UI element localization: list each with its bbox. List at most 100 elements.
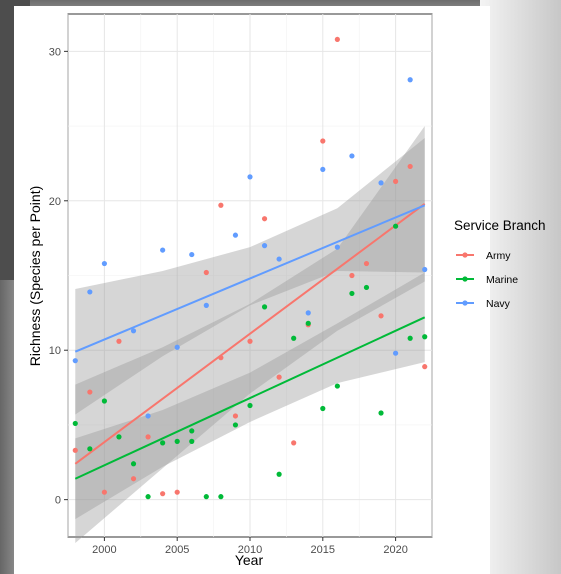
data-point-marine: [189, 428, 195, 434]
data-point-marine: [218, 494, 224, 500]
data-point-army: [116, 338, 122, 344]
data-point-army: [349, 272, 355, 279]
data-point-navy: [130, 328, 137, 334]
data-point-army: [334, 36, 340, 43]
data-point-army: [174, 489, 180, 495]
data-point-navy: [393, 350, 399, 356]
data-point-army: [145, 434, 151, 440]
data-point-army: [363, 260, 370, 267]
data-point-marine: [291, 335, 297, 341]
data-point-marine: [378, 410, 384, 416]
background-right: [480, 0, 561, 574]
y-tick-label: 10: [49, 345, 61, 357]
data-point-army: [218, 355, 224, 361]
trend-line-army: [74, 202, 426, 465]
data-point-marine: [393, 223, 399, 229]
data-point-army: [72, 447, 78, 453]
data-point-navy: [145, 413, 151, 419]
data-point-marine: [189, 438, 195, 444]
data-point-navy: [247, 174, 253, 180]
x-tick-label: 2005: [165, 544, 189, 556]
data-point-army: [87, 389, 93, 395]
data-point-marine: [87, 446, 93, 452]
data-point-marine: [72, 420, 78, 427]
data-point-army: [247, 338, 253, 344]
data-points: [72, 36, 428, 500]
x-tick-label: 2000: [92, 544, 116, 556]
data-point-army: [276, 374, 282, 380]
data-point-navy: [72, 358, 78, 364]
data-point-marine: [116, 434, 122, 440]
data-point-army: [203, 269, 209, 276]
data-point-navy: [422, 266, 428, 273]
data-point-army: [291, 440, 297, 446]
data-point-army: [422, 364, 428, 370]
legend-key-point-army: [462, 252, 468, 258]
legend-label-navy: Navy: [486, 298, 511, 310]
data-point-marine: [247, 402, 253, 409]
data-point-army: [232, 413, 239, 419]
data-point-army: [320, 138, 326, 144]
data-point-marine: [334, 383, 340, 389]
data-point-navy: [334, 244, 340, 250]
confidence-ribbon-navy: [75, 138, 425, 415]
data-point-army: [261, 216, 268, 222]
data-point-navy: [320, 166, 326, 173]
x-tick-label: 2015: [311, 544, 335, 556]
data-point-marine: [349, 290, 355, 297]
data-point-navy: [305, 310, 311, 316]
legend-key-point-marine: [462, 276, 468, 282]
y-axis-title: Richness (Species per Point): [27, 186, 43, 367]
legend-key-point-navy: [462, 300, 468, 306]
legend: Service Branch Army Marine Navy: [454, 218, 546, 310]
data-point-army: [160, 491, 166, 497]
legend-label-army: Army: [486, 250, 511, 262]
y-tick-label: 30: [49, 46, 61, 58]
data-point-navy: [378, 180, 384, 186]
data-point-army: [218, 202, 224, 208]
data-point-navy: [174, 344, 180, 350]
axis-ticks: 2000 2005 2010 2015 2020 0 10 20 30: [49, 46, 408, 556]
data-point-navy: [160, 247, 166, 253]
legend-label-marine: Marine: [486, 274, 518, 286]
data-point-army: [407, 163, 413, 170]
data-point-marine: [174, 438, 180, 444]
data-point-navy: [203, 302, 209, 308]
data-point-marine: [320, 405, 326, 412]
data-point-marine: [363, 284, 370, 291]
trend-lines: [74, 202, 426, 480]
legend-title: Service Branch: [454, 218, 546, 233]
confidence-ribbon-marine: [75, 272, 425, 520]
trend-line-navy: [74, 204, 426, 353]
data-point-marine: [232, 422, 239, 428]
data-point-navy: [87, 289, 93, 295]
data-point-navy: [261, 243, 268, 249]
data-point-marine: [145, 494, 151, 500]
data-point-marine: [203, 494, 209, 500]
data-point-marine: [160, 440, 166, 446]
data-point-marine: [422, 334, 428, 340]
y-tick-label: 0: [55, 495, 61, 507]
data-point-army: [393, 178, 399, 184]
data-point-army: [101, 489, 107, 495]
data-point-navy: [349, 153, 355, 159]
data-point-navy: [101, 260, 107, 267]
data-point-navy: [407, 77, 413, 83]
data-point-navy: [189, 251, 195, 258]
data-point-marine: [276, 471, 282, 477]
x-axis-title: Year: [235, 552, 264, 568]
y-tick-label: 20: [49, 196, 61, 208]
data-point-marine: [305, 320, 311, 326]
data-point-marine: [130, 461, 137, 467]
data-point-marine: [261, 304, 268, 310]
data-point-navy: [276, 256, 282, 262]
data-point-marine: [407, 335, 413, 341]
data-point-army: [130, 476, 137, 482]
data-point-army: [378, 313, 384, 319]
data-point-navy: [232, 232, 239, 238]
x-tick-label: 2010: [238, 544, 262, 556]
data-point-marine: [101, 398, 107, 404]
trend-line-marine: [74, 316, 426, 480]
x-tick-label: 2020: [383, 544, 407, 556]
